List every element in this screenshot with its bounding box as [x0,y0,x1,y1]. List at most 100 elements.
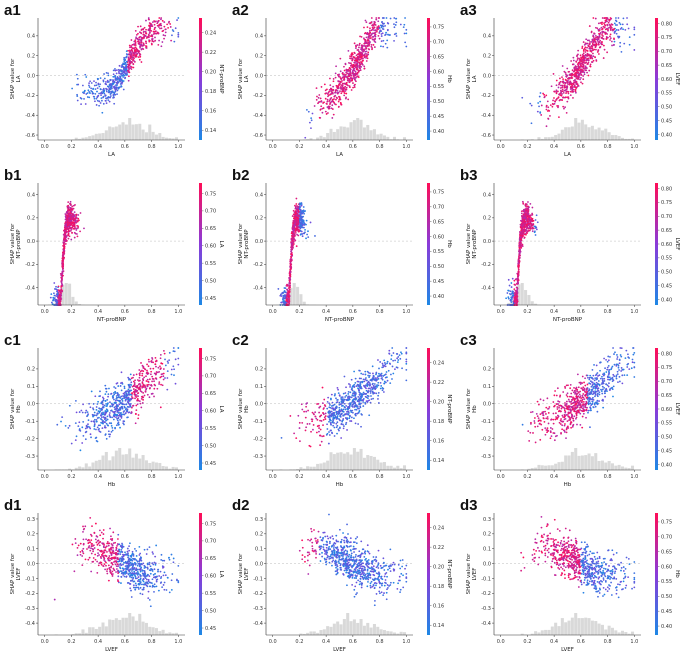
scatter-point [597,22,600,25]
scatter-point [141,402,144,404]
scatter-point [79,97,82,99]
histogram-bar [382,135,386,140]
y-tick-label: -0.4 [481,113,491,119]
colorbar-tick-label: 0.40 [661,297,672,303]
scatter-point [153,23,156,26]
scatter-point [277,288,280,290]
scatter-point [138,38,141,41]
scatter-point [577,74,580,76]
scatter-point [505,297,508,300]
feature-histogram [520,118,635,140]
scatter-point [290,232,293,235]
scatter-point [68,235,71,238]
scatter-point [614,19,617,22]
histogram-bar [346,127,350,140]
scatter-point [517,268,520,271]
y-axis-label-line: NT-proBNP [472,229,478,259]
scatter-point [369,31,372,34]
scatter-point [296,210,298,212]
scatter-point [592,55,595,58]
scatter-point [127,56,130,59]
histogram-bar [520,283,524,305]
scatter-point [552,73,555,75]
scatter-point [580,62,583,64]
scatter-point [525,218,528,220]
scatter-point [552,99,554,102]
scatter-point [329,77,331,80]
scatter-point [111,90,114,93]
scatter-point [130,66,133,69]
scatter-point [130,52,133,55]
histogram-bar [118,448,122,470]
scatter-point [338,80,341,83]
scatter-point [364,31,367,34]
scatter-point [347,49,350,52]
scatter-point [617,29,620,31]
scatter-point [355,59,358,62]
scatter-point [335,65,337,68]
scatter-point [555,79,558,82]
scatter-point [125,72,127,75]
scatter-point [85,409,88,412]
scatter-point [604,31,607,34]
scatter-point [619,45,621,48]
scatter-point [586,49,588,52]
scatter-point [160,383,162,386]
scatter-point [111,87,113,90]
y-tick-label: 0.0 [27,73,35,79]
histogram-bar [587,127,591,140]
scatter-point [583,58,586,61]
scatter-point [317,102,319,105]
scatter-point [84,103,87,105]
scatter-point [318,94,321,96]
scatter-point [96,99,99,102]
scatter-point [525,204,527,207]
scatter-point [334,90,337,92]
scatter-point [67,229,70,232]
scatter-point [56,423,59,426]
histogram-bar [84,463,88,470]
scatter-point [379,45,382,48]
scatter-point [555,90,558,93]
scatter-point [365,21,368,24]
histogram-bar [144,132,148,140]
scatter-point [565,85,568,88]
scatter-point [337,80,340,83]
scatter-point [594,56,596,58]
scatter-point [354,62,356,64]
scatter-point [287,299,290,302]
scatter-point [380,33,383,35]
scatter-point [340,87,343,89]
scatter-point [518,242,521,245]
scatter-points [304,17,408,139]
scatter-point [108,100,111,103]
scatter-point [587,74,590,77]
scatter-point [150,24,152,27]
scatter-point [134,422,137,425]
scatter-point [95,406,98,408]
scatter-point [363,26,365,29]
scatter-point [555,92,558,95]
scatter-point [107,96,110,98]
scatter-point [592,17,595,19]
scatter-point [594,17,597,20]
scatter-point [361,46,363,49]
histogram-bar [164,466,168,470]
scatter-point [177,17,180,19]
scatter-point [177,33,180,36]
scatter-point [583,71,586,74]
scatter-point [318,116,321,119]
scatter-point [619,28,622,30]
scatter-point [543,95,546,98]
scatter-point [365,53,368,55]
scatter-point [351,78,354,81]
scatter-point [545,125,548,128]
scatter-point [597,43,600,46]
scatter-point [535,228,538,231]
scatter-point [561,86,564,89]
scatter-point [349,68,352,71]
scatter-point [395,17,397,20]
scatter-point [576,59,579,61]
scatter-point [148,39,151,42]
scatter-point [339,90,341,93]
